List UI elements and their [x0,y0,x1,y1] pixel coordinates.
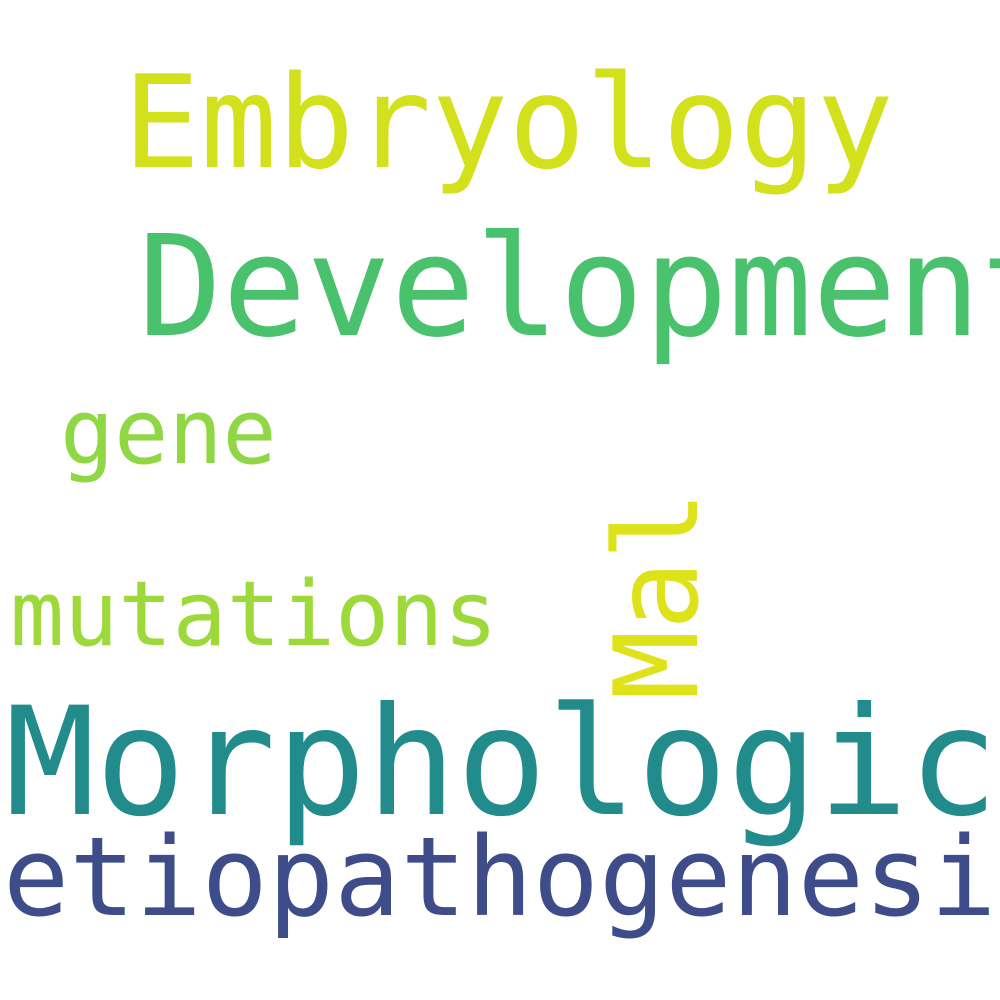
word-mal: Mal [590,490,725,700]
word-development: Development [138,206,1000,369]
word-etiopathogenesis: etiopathogenesis [3,813,1000,941]
word-morphological: Morphological [5,676,1000,850]
word-mutations: mutations [10,562,498,667]
word-embryology: Embryology [123,49,894,198]
word-gene: gene [60,380,277,485]
